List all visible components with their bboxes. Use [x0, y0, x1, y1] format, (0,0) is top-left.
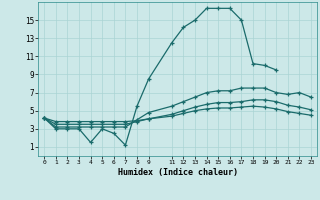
X-axis label: Humidex (Indice chaleur): Humidex (Indice chaleur): [118, 168, 238, 177]
